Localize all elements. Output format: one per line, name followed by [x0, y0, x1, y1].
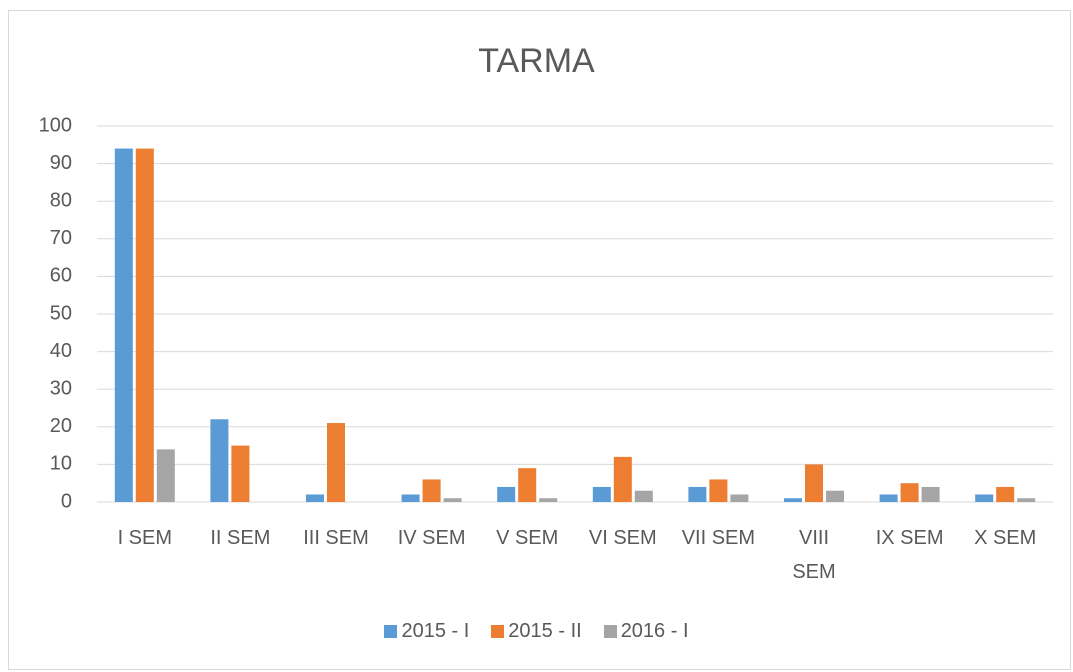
chart-frame: [8, 10, 1071, 670]
y-tick-label: 50: [50, 302, 72, 324]
bar: [900, 483, 919, 502]
bar: [921, 486, 940, 502]
y-tick-label: 20: [50, 415, 72, 437]
x-tick-label: I SEM: [117, 527, 173, 549]
y-tick-label: 90: [50, 152, 72, 174]
x-tick-label: VI SEM: [588, 527, 657, 549]
x-tick-label: X SEM: [974, 527, 1037, 549]
bar: [975, 494, 994, 502]
legend-swatch: [384, 625, 398, 638]
x-tick-label: V SEM: [496, 527, 559, 549]
x-tick-label: III SEM: [303, 527, 369, 549]
bar: [805, 464, 823, 502]
y-tick-label: 80: [50, 189, 72, 211]
bar: [539, 498, 558, 502]
y-tick-label: 70: [50, 227, 72, 249]
legend-label: 2015 - II: [508, 620, 582, 642]
y-tick-label: 10: [50, 453, 72, 475]
x-tick-label: VIII SEM: [792, 527, 836, 583]
x-tick-label: IV SEM: [397, 527, 466, 549]
y-tick-label: 60: [50, 265, 72, 287]
bar: [1017, 498, 1036, 502]
bar: [422, 479, 441, 502]
bar: [443, 498, 462, 502]
bar: [114, 148, 133, 502]
bar: [306, 494, 324, 502]
bar: [688, 486, 707, 502]
legend-swatch: [603, 625, 617, 638]
bar: [401, 494, 420, 502]
bar: [730, 494, 749, 502]
y-tick-label: 100: [39, 114, 72, 136]
legend-item: 2015 - I: [384, 620, 469, 643]
bar: [156, 449, 175, 502]
legend-item: 2015 - II: [491, 620, 582, 643]
bar: [497, 486, 516, 502]
bar: [210, 419, 229, 502]
bar: [826, 490, 844, 502]
chart-title: TARMA: [478, 42, 595, 80]
bar: [518, 468, 537, 502]
bar: [135, 148, 154, 502]
bar: [231, 445, 250, 502]
x-tick-label: IX SEM: [875, 527, 944, 549]
bar: [996, 486, 1015, 502]
y-tick-label: 40: [50, 340, 72, 362]
bar: [709, 479, 728, 502]
y-tick-label: 0: [61, 490, 72, 512]
legend: 2015 - I 2015 - II 2016 - I: [0, 620, 1073, 643]
legend-swatch: [491, 625, 505, 638]
y-tick-label: 30: [50, 377, 72, 399]
bar: [634, 490, 653, 502]
legend-label: 2015 - I: [401, 620, 470, 642]
legend-label: 2016 - I: [620, 620, 689, 642]
bar: [613, 456, 632, 502]
bar: [592, 486, 611, 502]
legend-item: 2016 - I: [603, 620, 689, 643]
x-tick-label: VII SEM: [681, 527, 756, 549]
bar: [327, 423, 345, 502]
x-tick-label: II SEM: [210, 527, 271, 549]
bar: [784, 498, 802, 502]
bar: [879, 494, 898, 502]
